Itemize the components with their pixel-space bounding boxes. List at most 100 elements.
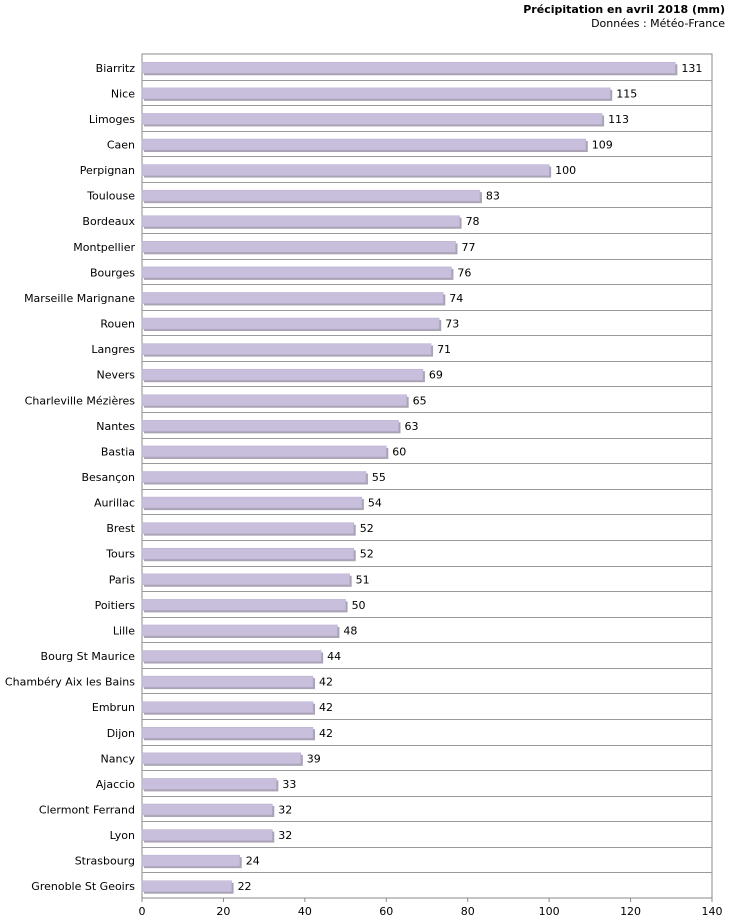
category-label: Charleville Mézières bbox=[25, 394, 136, 407]
bar bbox=[141, 650, 322, 662]
category-label: Embrun bbox=[92, 701, 135, 714]
value-label: 74 bbox=[449, 292, 463, 305]
category-label: Limoges bbox=[89, 113, 135, 126]
category-label: Nevers bbox=[96, 369, 135, 382]
category-label: Nantes bbox=[96, 420, 135, 433]
category-label: Langres bbox=[91, 343, 135, 356]
category-label: Dijon bbox=[107, 727, 135, 740]
category-label: Caen bbox=[107, 139, 135, 152]
category-label: Bordeaux bbox=[82, 215, 135, 228]
category-label: Marseille Marignane bbox=[24, 292, 135, 305]
bar bbox=[141, 547, 354, 560]
value-label: 51 bbox=[356, 573, 370, 586]
value-label: 78 bbox=[466, 215, 480, 228]
x-tick-label: 80 bbox=[461, 905, 475, 918]
bar bbox=[141, 62, 676, 74]
bar bbox=[141, 752, 302, 765]
category-label: Bourges bbox=[90, 266, 135, 279]
value-label: 44 bbox=[327, 650, 341, 663]
value-label: 83 bbox=[486, 190, 500, 203]
bar bbox=[141, 675, 314, 688]
value-label: 52 bbox=[360, 522, 374, 535]
bar bbox=[141, 292, 444, 304]
bar bbox=[141, 215, 460, 227]
category-label: Chambéry Aix les Bains bbox=[5, 676, 135, 689]
bar bbox=[141, 394, 407, 407]
value-label: 22 bbox=[238, 880, 252, 893]
x-tick-label: 120 bbox=[620, 905, 641, 918]
category-label: Lille bbox=[113, 624, 135, 637]
category-label: Montpellier bbox=[73, 241, 135, 254]
category-label: Aurillac bbox=[94, 497, 135, 510]
bar bbox=[141, 624, 338, 637]
x-tick-label: 0 bbox=[139, 905, 146, 918]
bar bbox=[141, 343, 432, 355]
value-label: 32 bbox=[278, 829, 292, 842]
bar bbox=[141, 803, 273, 816]
value-label: 100 bbox=[555, 164, 576, 177]
category-label: Nancy bbox=[101, 752, 136, 765]
bar bbox=[141, 522, 354, 534]
bar bbox=[141, 266, 452, 279]
value-label: 76 bbox=[457, 266, 471, 279]
category-label: Bastia bbox=[101, 445, 135, 458]
bar bbox=[141, 701, 314, 713]
category-label: Rouen bbox=[100, 318, 135, 331]
category-label: Tours bbox=[105, 548, 135, 561]
value-label: 113 bbox=[608, 113, 629, 126]
bar bbox=[141, 241, 456, 253]
value-label: 63 bbox=[405, 420, 419, 433]
value-label: 65 bbox=[413, 394, 427, 407]
bar bbox=[141, 880, 232, 892]
value-label: 60 bbox=[392, 445, 406, 458]
value-label: 52 bbox=[360, 548, 374, 561]
bar bbox=[141, 87, 611, 100]
bar bbox=[141, 138, 587, 151]
value-label: 73 bbox=[445, 318, 459, 331]
category-label: Ajaccio bbox=[96, 778, 135, 791]
value-label: 69 bbox=[429, 369, 443, 382]
value-label: 48 bbox=[343, 624, 357, 637]
bar bbox=[141, 317, 440, 330]
category-label: Strasbourg bbox=[75, 855, 135, 868]
bar bbox=[141, 599, 346, 611]
value-label: 115 bbox=[616, 87, 637, 100]
value-label: 109 bbox=[592, 139, 613, 152]
category-label: Toulouse bbox=[86, 190, 135, 203]
category-label: Grenoble St Geoirs bbox=[31, 880, 135, 893]
bar bbox=[141, 113, 603, 125]
category-label: Besançon bbox=[81, 471, 135, 484]
bar bbox=[141, 445, 387, 458]
bar bbox=[141, 471, 367, 483]
value-label: 71 bbox=[437, 343, 451, 356]
category-label: Bourg St Maurice bbox=[41, 650, 136, 663]
value-label: 42 bbox=[319, 701, 333, 714]
value-label: 24 bbox=[246, 855, 260, 868]
value-label: 33 bbox=[282, 778, 296, 791]
chart-subtitle: Données : Météo-France bbox=[591, 17, 725, 30]
value-label: 39 bbox=[307, 752, 321, 765]
category-label: Biarritz bbox=[96, 62, 136, 75]
value-label: 42 bbox=[319, 727, 333, 740]
bar bbox=[141, 420, 399, 432]
x-tick-label: 60 bbox=[379, 905, 393, 918]
value-label: 42 bbox=[319, 676, 333, 689]
category-label: Brest bbox=[106, 522, 135, 535]
value-label: 32 bbox=[278, 803, 292, 816]
bar bbox=[141, 368, 424, 381]
value-label: 50 bbox=[352, 599, 366, 612]
bar bbox=[141, 727, 314, 739]
value-label: 55 bbox=[372, 471, 386, 484]
bar bbox=[141, 573, 350, 586]
x-tick-label: 40 bbox=[298, 905, 312, 918]
category-label: Nice bbox=[111, 87, 135, 100]
category-label: Perpignan bbox=[80, 164, 135, 177]
category-label: Poitiers bbox=[95, 599, 136, 612]
category-label: Paris bbox=[109, 573, 135, 586]
value-label: 54 bbox=[368, 497, 382, 510]
bar bbox=[141, 778, 277, 790]
x-tick-label: 100 bbox=[539, 905, 560, 918]
value-label: 77 bbox=[462, 241, 476, 254]
x-tick-label: 20 bbox=[216, 905, 230, 918]
